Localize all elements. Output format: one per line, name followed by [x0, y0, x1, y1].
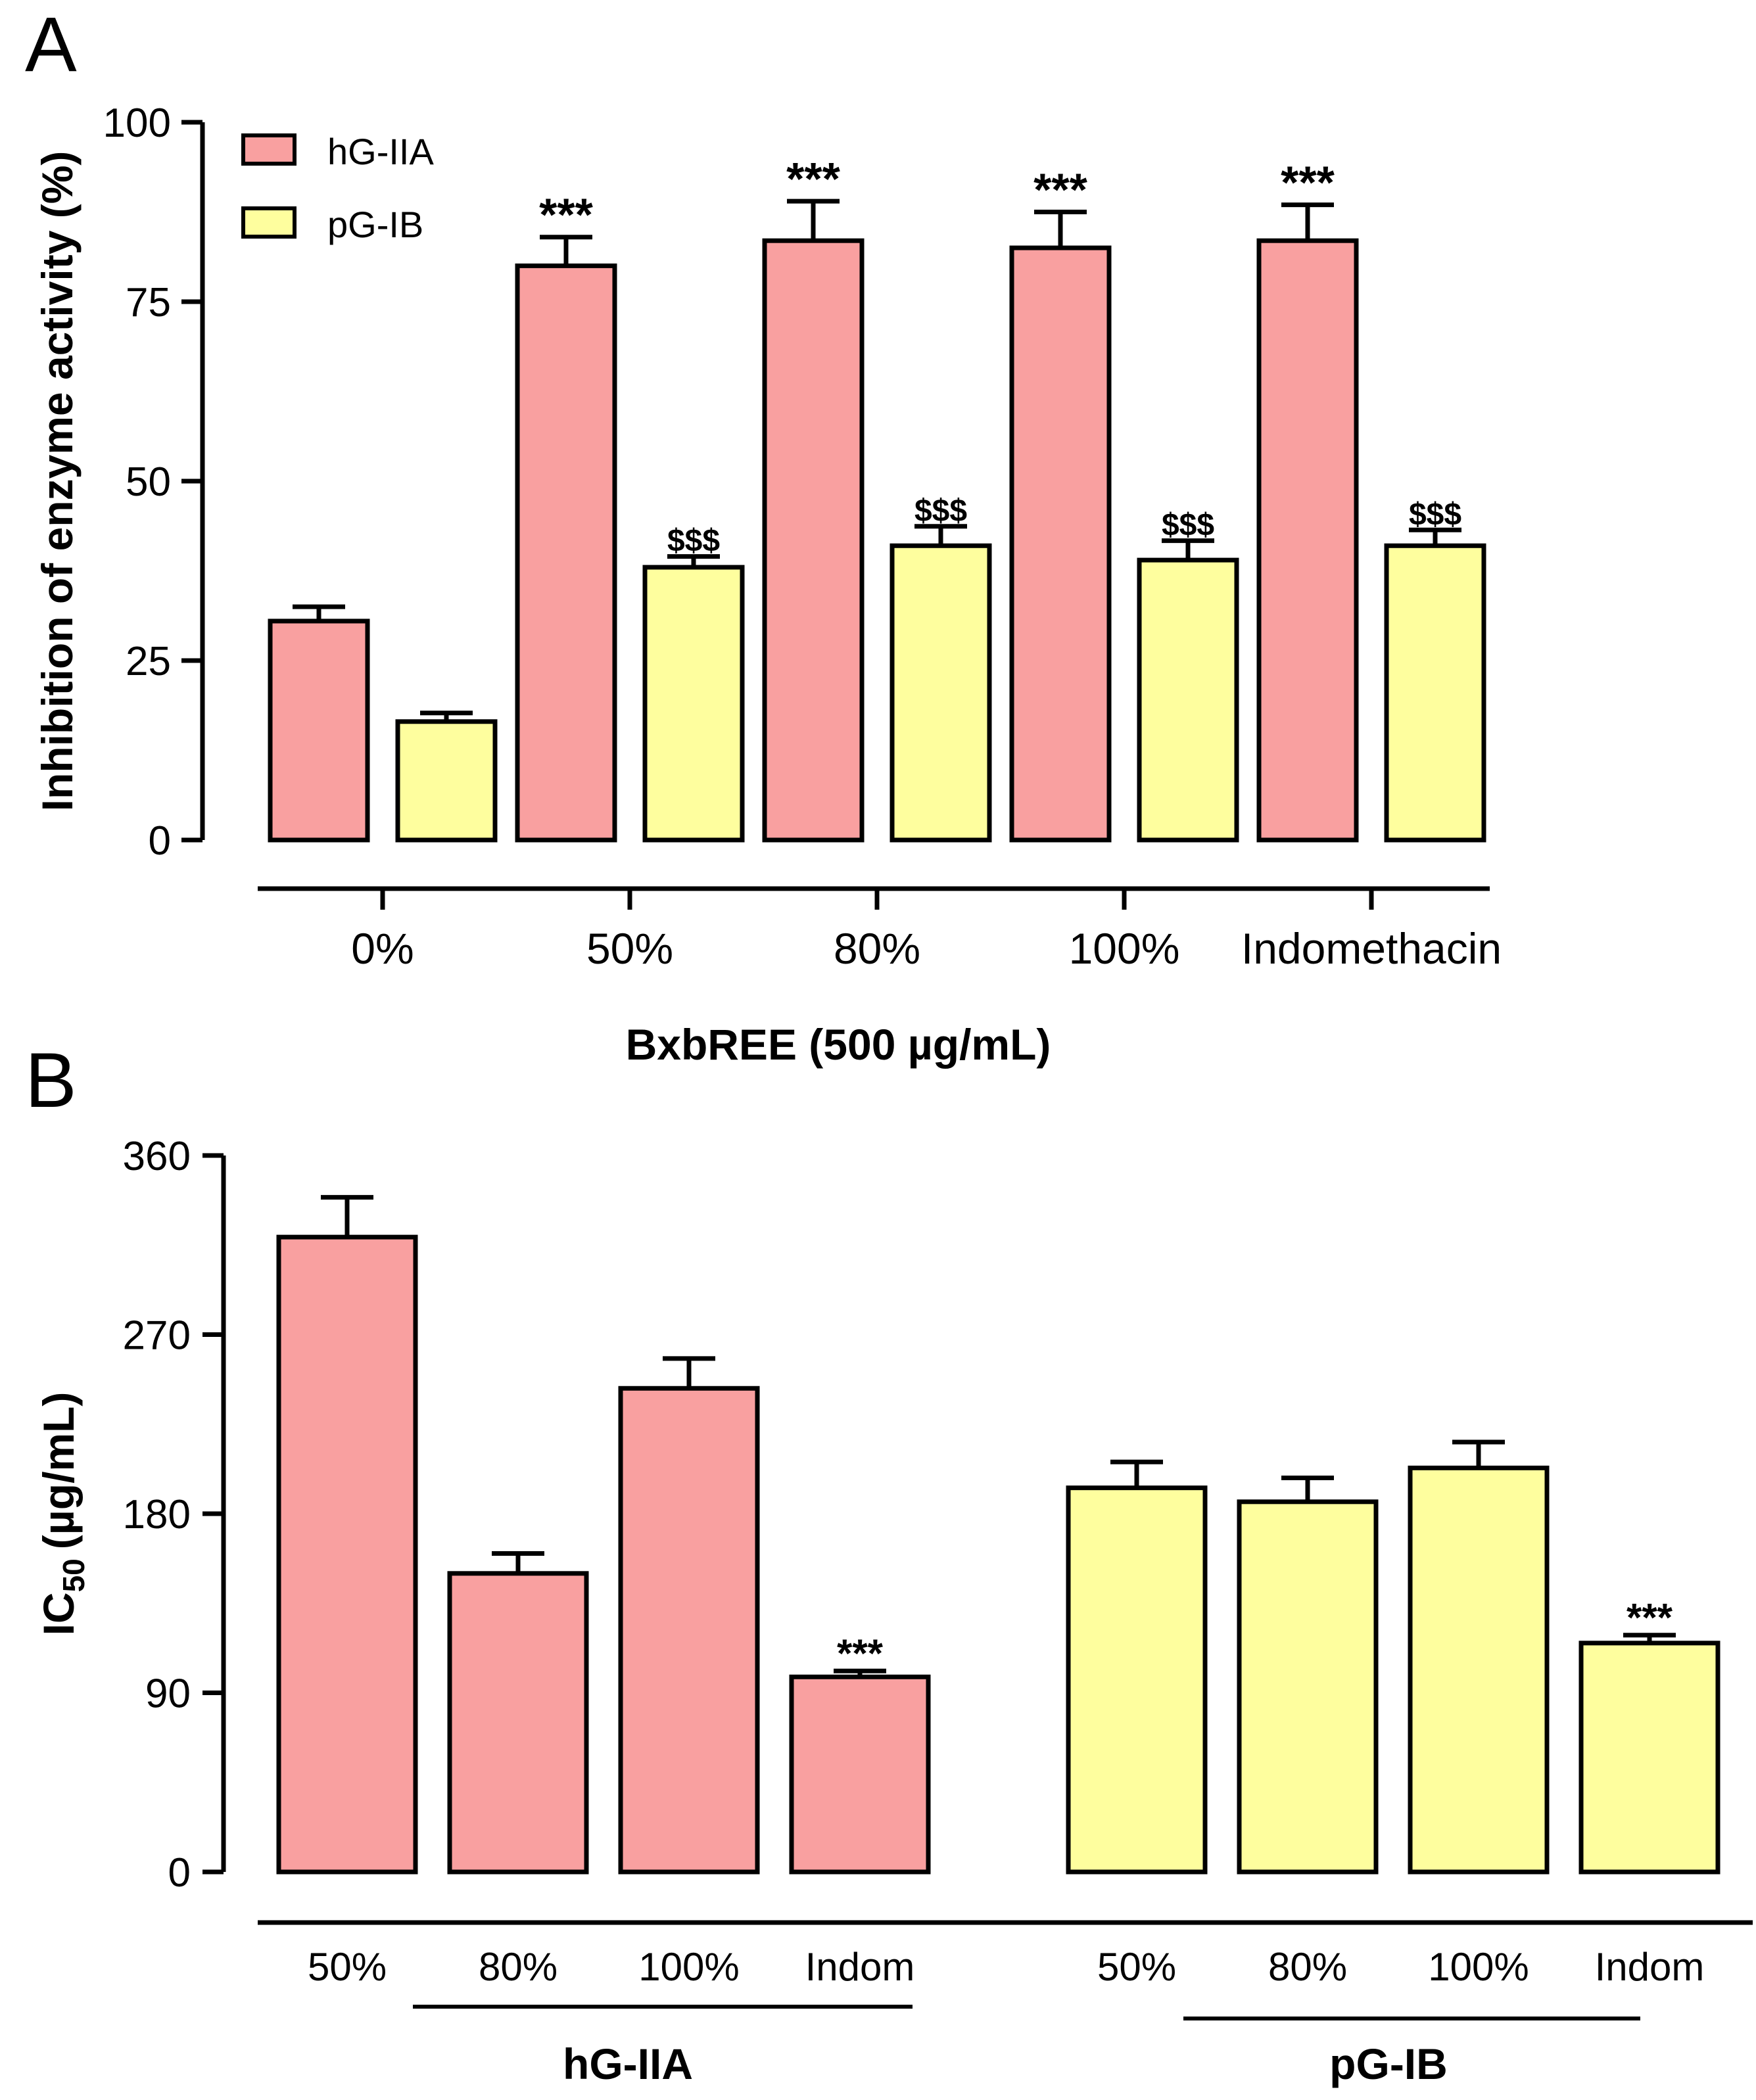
y-tick-label-90: 90	[145, 1671, 191, 1717]
x-label-hg-iia-indom: Indom	[805, 1945, 915, 1989]
legend-label-hg-iia: hG-IIA	[327, 131, 434, 172]
y-tick-label-0: 0	[149, 818, 171, 864]
a-hg-iia-50-significance: ***	[539, 189, 593, 241]
b-pg-ib-80-bar	[1237, 1499, 1379, 1875]
y-tick-label-0: 0	[168, 1850, 191, 1896]
panel-a-letter: A	[25, 1, 77, 88]
x-tick-label-100: 100%	[1069, 924, 1180, 973]
y-label-ic: IC	[34, 1592, 83, 1635]
legend-label-pg-ib: pG-IB	[327, 204, 423, 245]
a-pg-ib-80-significance: $$$	[914, 494, 967, 528]
a-hg-iia-0-bar	[268, 618, 370, 843]
a-pg-ib-50-bar	[642, 565, 745, 843]
y-tick-label-270: 270	[123, 1313, 191, 1359]
panel-a-x-ticks: 0% 50% 80% 100% Indomethacin	[351, 889, 1502, 973]
a-pg-ib-80-bar	[890, 543, 992, 843]
b-hg-iia-80-bar	[447, 1571, 589, 1875]
panel-b-y-ticks: 0 90 180 270 360	[123, 1134, 224, 1896]
b-hg-iia-50-bar	[276, 1234, 418, 1875]
x-label-pg-ib-50: 50%	[1097, 1945, 1176, 1989]
x-label-pg-ib-80: 80%	[1268, 1945, 1347, 1989]
a-pg-ib-indomethacin-bar	[1384, 543, 1486, 843]
y-tick-label-360: 360	[123, 1134, 191, 1179]
x-label-hg-iia-50: 50%	[308, 1945, 387, 1989]
y-tick-label-100: 100	[103, 101, 171, 146]
x-tick-label-80: 80%	[834, 924, 920, 973]
legend-swatch-hg-iia	[241, 133, 297, 166]
a-pg-ib-indomethacin-significance: $$$	[1409, 497, 1461, 532]
legend-swatch-pg-ib	[241, 206, 297, 239]
a-pg-ib-50-significance: $$$	[667, 524, 720, 559]
group-label-pg-ib: pG-IB	[1329, 2040, 1448, 2088]
b-pg-ib-100-bar	[1408, 1465, 1550, 1875]
a-hg-iia-100-significance: ***	[1033, 164, 1087, 216]
y-tick-label-180: 180	[123, 1492, 191, 1537]
b-pg-ib-indom-bar	[1578, 1641, 1720, 1875]
b-pg-ib-indom-significance: ***	[1626, 1596, 1673, 1640]
a-hg-iia-indomethacin-significance: ***	[1281, 157, 1335, 208]
panel-b-y-label: IC50 (µg/mL)	[34, 1392, 91, 1636]
panel-a: A 0 25 50 75 100 Inhibition of enzyme activi…	[25, 1, 1502, 1069]
panel-a-x-label: BxbREE (500 µg/mL)	[626, 1020, 1051, 1069]
b-pg-ib-50-bar	[1066, 1485, 1208, 1875]
a-pg-ib-0-bar	[395, 719, 498, 843]
y-tick-label-75: 75	[126, 280, 171, 325]
b-hg-iia-100-bar	[618, 1386, 760, 1875]
x-tick-label-indomethacin: Indomethacin	[1241, 924, 1502, 973]
y-label-unit: (µg/mL)	[34, 1392, 83, 1550]
panel-a-legend: hG-IIA pG-IB	[241, 131, 434, 245]
panel-a-bars: *** $$$ *** $$$ *** $$$ *** $$$	[268, 153, 1486, 843]
panel-a-y-label: Inhibition of enzyme activity (%)	[33, 151, 82, 812]
y-tick-label-25: 25	[126, 639, 171, 684]
panel-b: B 0 90 180 270 360 IC50 (µg/mL) *** *** 50% 80%…	[25, 1037, 1753, 2088]
a-hg-iia-indomethacin-bar	[1256, 238, 1359, 843]
panel-a-y-ticks: 0 25 50 75 100	[103, 101, 202, 864]
a-hg-iia-100-bar	[1009, 245, 1112, 843]
panel-b-x-labels: 50% 80% 100% Indom 50% 80% 100% Indom	[308, 1945, 1704, 1989]
b-hg-iia-indom-significance: ***	[837, 1631, 884, 1675]
x-label-pg-ib-100: 100%	[1428, 1945, 1529, 1989]
x-tick-label-0: 0%	[351, 924, 414, 973]
group-label-hg-iia: hG-IIA	[563, 2040, 693, 2088]
panel-b-letter: B	[25, 1037, 77, 1124]
a-pg-ib-100-significance: $$$	[1162, 508, 1214, 543]
x-label-hg-iia-100: 100%	[638, 1945, 739, 1989]
a-hg-iia-80-bar	[762, 238, 865, 843]
y-label-subscript: 50	[57, 1558, 91, 1592]
a-hg-iia-50-bar	[515, 263, 617, 843]
a-hg-iia-80-significance: ***	[786, 153, 840, 204]
x-label-pg-ib-indom: Indom	[1595, 1945, 1705, 1989]
a-pg-ib-100-bar	[1137, 557, 1239, 843]
y-tick-label-50: 50	[126, 459, 171, 505]
b-hg-iia-indom-bar	[789, 1674, 931, 1875]
x-tick-label-50: 50%	[586, 924, 673, 973]
x-label-hg-iia-80: 80%	[479, 1945, 558, 1989]
panel-b-bars: *** ***	[276, 1195, 1720, 1875]
